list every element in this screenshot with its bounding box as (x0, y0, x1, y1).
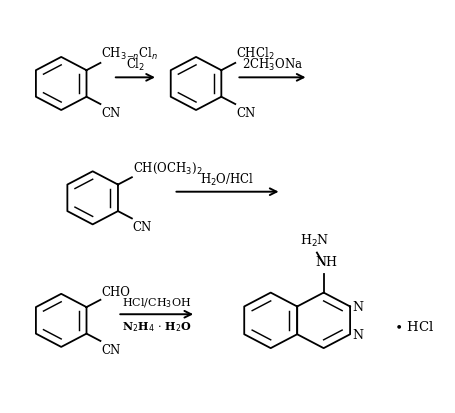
Text: 2CH$_3$ONa: 2CH$_3$ONa (242, 57, 303, 73)
Text: CH$_3$$_{-n}$Cl$_n$: CH$_3$$_{-n}$Cl$_n$ (101, 46, 158, 62)
Text: HCl/CH$_3$OH: HCl/CH$_3$OH (122, 296, 192, 310)
Text: N: N (352, 300, 364, 313)
Text: CHCl$_2$: CHCl$_2$ (236, 46, 275, 62)
Text: CN: CN (133, 221, 152, 234)
Text: $\bullet$ HCl: $\bullet$ HCl (394, 320, 434, 334)
Text: CHO: CHO (101, 285, 130, 298)
Text: H$_2$N: H$_2$N (300, 233, 329, 249)
Text: H$_2$O/HCl: H$_2$O/HCl (200, 171, 255, 188)
Text: CH(OCH$_3$)$_2$: CH(OCH$_3$)$_2$ (133, 161, 202, 176)
Text: NH: NH (315, 256, 337, 268)
Text: Cl$_2$: Cl$_2$ (126, 57, 145, 73)
Text: N: N (352, 328, 364, 341)
Text: N$_2$H$_4$ $\cdot$ H$_2$O: N$_2$H$_4$ $\cdot$ H$_2$O (122, 319, 192, 333)
Text: CN: CN (101, 343, 121, 356)
Text: CN: CN (101, 107, 121, 120)
Text: CN: CN (236, 107, 255, 120)
